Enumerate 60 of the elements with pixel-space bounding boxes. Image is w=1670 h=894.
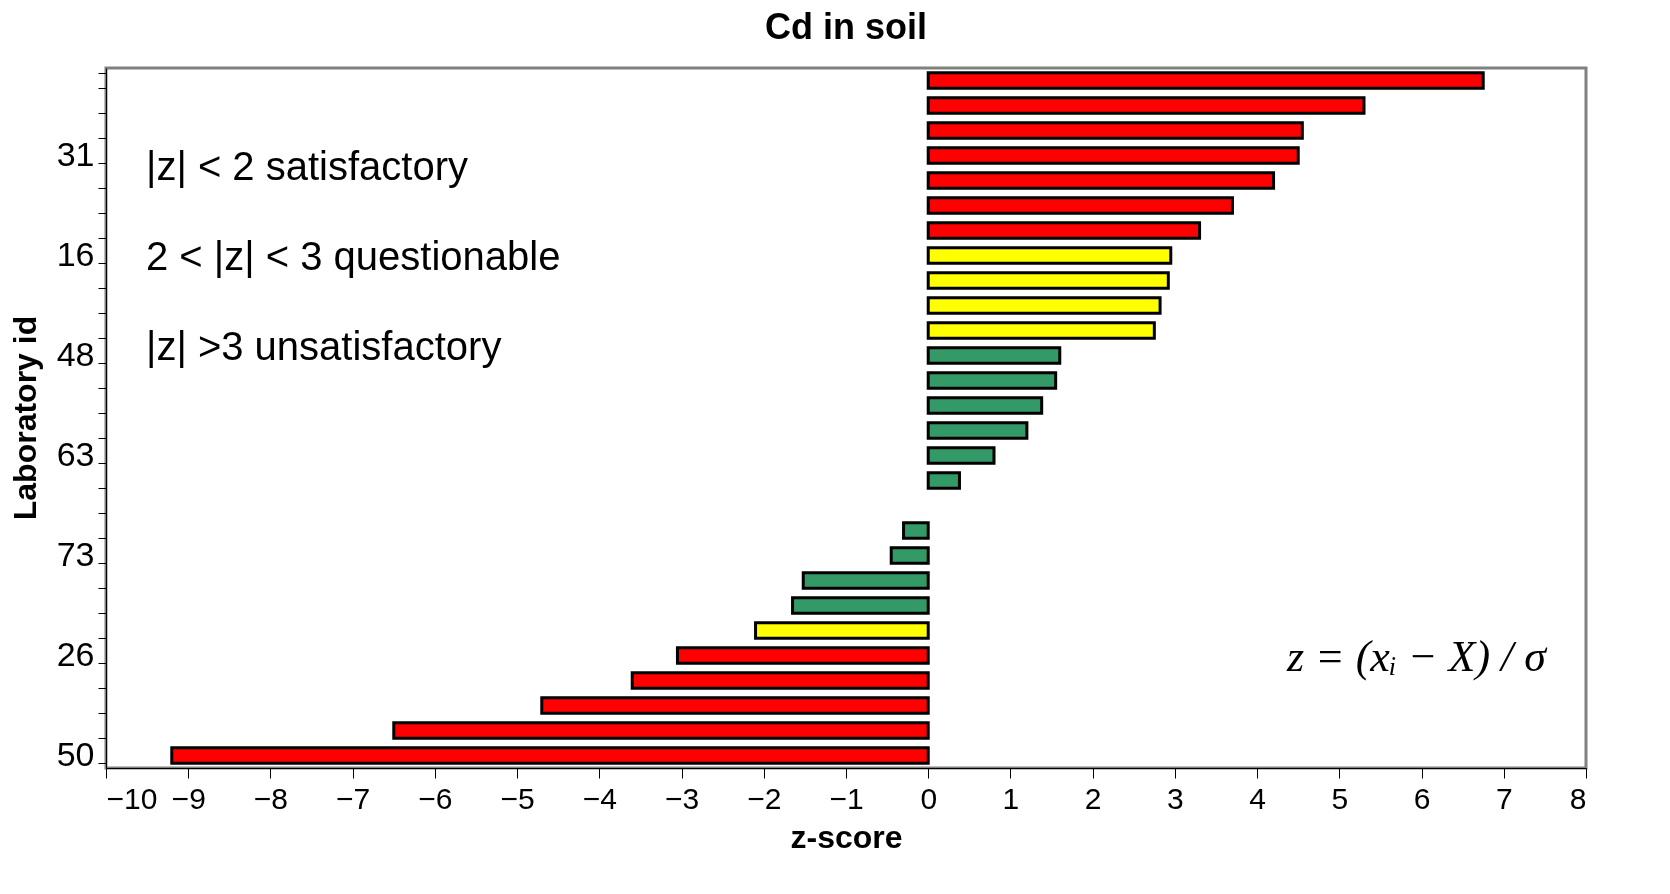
bar bbox=[170, 746, 930, 765]
bar bbox=[926, 296, 1162, 315]
y-tick-label: 16 bbox=[56, 235, 95, 273]
annotation: |z| >3 unsatisfactory bbox=[146, 324, 502, 368]
bar bbox=[926, 246, 1173, 265]
x-tick-label: −1 bbox=[829, 781, 864, 815]
y-tick-label: 48 bbox=[56, 335, 95, 373]
y-axis-title: Laboratory id bbox=[7, 315, 43, 521]
x-tick-label: −5 bbox=[500, 781, 535, 815]
annotation: z = (xᵢ − X) / σ bbox=[1285, 632, 1549, 681]
x-tick-label: 1 bbox=[1002, 781, 1020, 815]
bar bbox=[926, 396, 1044, 415]
y-tick-label: 50 bbox=[56, 735, 95, 773]
bar bbox=[801, 571, 930, 590]
x-tick-label: −3 bbox=[664, 781, 700, 815]
bar bbox=[926, 271, 1170, 290]
bar bbox=[926, 121, 1304, 140]
bar bbox=[630, 671, 930, 690]
bar bbox=[889, 546, 930, 565]
bar bbox=[926, 421, 1029, 440]
annotation: |z| < 2 satisfactory bbox=[146, 144, 469, 188]
bar bbox=[926, 471, 961, 490]
x-tick-label: −8 bbox=[253, 781, 289, 815]
x-tick-label: 4 bbox=[1249, 781, 1266, 815]
bar bbox=[926, 146, 1300, 165]
bar bbox=[926, 221, 1202, 240]
chart-title: Cd in soil bbox=[765, 6, 927, 47]
x-tick-label: 5 bbox=[1331, 781, 1349, 815]
x-tick-label: 8 bbox=[1569, 781, 1587, 815]
bar bbox=[926, 171, 1276, 190]
x-tick-label: −7 bbox=[336, 781, 371, 815]
y-tick-label: 63 bbox=[56, 435, 95, 473]
annotation: 2 < |z| < 3 questionable bbox=[146, 234, 561, 278]
x-axis-title: z-score bbox=[790, 818, 903, 855]
bar bbox=[926, 346, 1062, 365]
y-tick-label: 26 bbox=[56, 635, 95, 673]
x-tick-label: −4 bbox=[582, 781, 617, 815]
x-tick-label: 3 bbox=[1167, 781, 1184, 815]
x-tick-label: 7 bbox=[1495, 781, 1513, 815]
bar bbox=[926, 371, 1058, 390]
x-tick-label: −9 bbox=[171, 781, 206, 815]
y-tick-label: 31 bbox=[56, 135, 95, 173]
bar bbox=[926, 321, 1156, 340]
bar bbox=[926, 71, 1485, 90]
x-tick-label: −10 bbox=[106, 781, 158, 815]
x-tick-label: 2 bbox=[1084, 781, 1102, 815]
bar bbox=[754, 621, 930, 640]
bar bbox=[926, 446, 996, 465]
x-tick-label: 0 bbox=[920, 781, 938, 815]
bar bbox=[926, 196, 1234, 215]
bar bbox=[675, 646, 930, 665]
x-tick-label: 6 bbox=[1413, 781, 1431, 815]
bar bbox=[392, 721, 930, 740]
bar bbox=[902, 521, 930, 540]
bar bbox=[926, 96, 1366, 115]
bar bbox=[791, 596, 930, 615]
x-tick-label: −6 bbox=[418, 781, 453, 815]
bar bbox=[540, 696, 930, 715]
y-tick-label: 73 bbox=[56, 535, 95, 573]
x-tick-label: −2 bbox=[747, 781, 782, 815]
